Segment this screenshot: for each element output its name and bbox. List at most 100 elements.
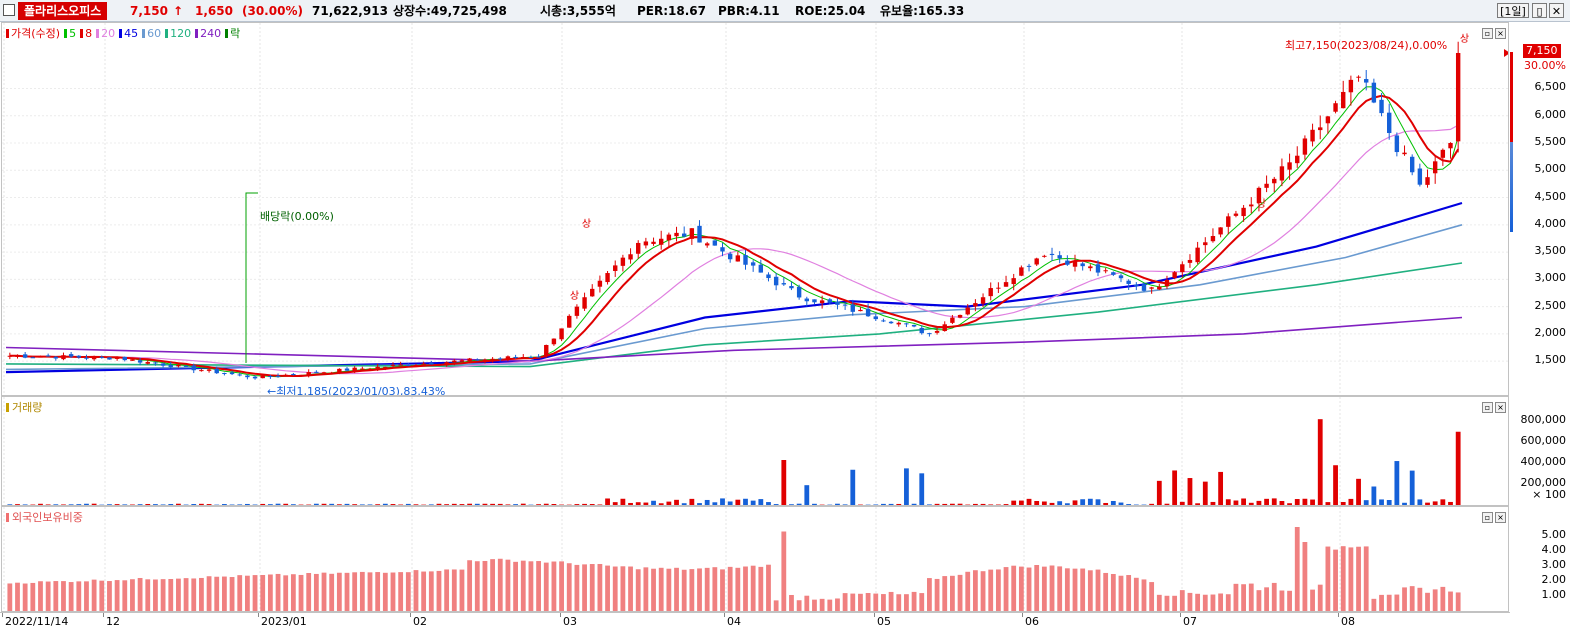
- candle-body: [843, 305, 847, 306]
- candle-body: [904, 323, 908, 324]
- candle-body: [1310, 130, 1314, 142]
- foreign-ratio-bar: [965, 572, 970, 611]
- volume-bar: [38, 504, 43, 505]
- restore-button[interactable]: ▯: [1532, 3, 1547, 18]
- candle-body: [268, 376, 272, 377]
- candle-body: [299, 375, 303, 376]
- legend-item[interactable]: 5: [64, 27, 76, 40]
- foreign-ratio-bar: [168, 579, 173, 611]
- volume-bar: [812, 504, 817, 505]
- foreign-ratio-bar: [1341, 546, 1346, 611]
- foreign-ratio-bar: [873, 594, 878, 611]
- close-button[interactable]: ✕: [1549, 3, 1564, 18]
- legend-item[interactable]: 60: [142, 27, 161, 40]
- volume-bar: [689, 499, 694, 505]
- candle-body: [636, 243, 640, 254]
- foreign-ratio-bar: [1172, 596, 1177, 611]
- maximize-icon[interactable]: ▫: [1482, 402, 1493, 413]
- foreign-ratio-bar: [46, 582, 51, 611]
- foreign-ratio-bar: [1034, 565, 1039, 611]
- candle-body: [1172, 272, 1176, 278]
- candle-body: [774, 277, 778, 286]
- volume-bar: [958, 504, 963, 505]
- volume-bar: [467, 504, 472, 505]
- foreign-ratio-bar: [651, 569, 656, 611]
- foreign-ratio-bar: [981, 571, 986, 611]
- volume-bar: [682, 503, 687, 505]
- foreign-ratio-bar: [912, 592, 917, 611]
- price-axis-tick: 5,000: [1535, 162, 1567, 175]
- volume-bar: [429, 504, 434, 505]
- candle-body: [789, 286, 793, 288]
- volume-bar: [352, 504, 357, 505]
- volume-bar: [1149, 504, 1154, 505]
- foreign-ratio-bar: [643, 567, 648, 611]
- foreign-ratio-bar: [368, 572, 373, 611]
- volume-bar: [69, 504, 74, 505]
- candle-body: [529, 357, 533, 358]
- stock-name[interactable]: 폴라리스오피스: [18, 2, 107, 20]
- volume-unit: × 100: [1532, 488, 1566, 501]
- candle-body: [199, 370, 203, 371]
- foreign-ratio-bar: [222, 577, 227, 611]
- candle-body: [1149, 287, 1153, 288]
- volume-bar: [766, 502, 771, 505]
- volume-bar: [1402, 503, 1407, 505]
- legend-item[interactable]: 120: [165, 27, 191, 40]
- price-axis-tick: 2,000: [1535, 326, 1567, 339]
- legend-item[interactable]: 240: [195, 27, 221, 40]
- volume-bar: [360, 504, 365, 505]
- close-panel-icon[interactable]: ×: [1495, 512, 1506, 523]
- candle-body: [123, 357, 127, 360]
- volume-bar: [521, 504, 526, 505]
- volume-bar: [1211, 502, 1216, 505]
- volume-bar: [1011, 501, 1016, 505]
- volume-bar: [575, 504, 580, 505]
- maximize-icon[interactable]: ▫: [1482, 512, 1493, 523]
- foreign-ratio-bar: [1356, 547, 1361, 611]
- foreign-ratio-bar: [253, 575, 258, 611]
- volume-bar: [1387, 500, 1392, 505]
- volume-bar: [1264, 499, 1269, 505]
- volume-bar: [168, 504, 173, 505]
- candle-body: [314, 372, 318, 373]
- candle-body: [322, 372, 326, 373]
- volume-bar: [1341, 502, 1346, 505]
- foreign-ratio-bar: [1333, 550, 1338, 611]
- date-axis-tick: [103, 613, 104, 617]
- volume-bar: [314, 504, 319, 505]
- volume-bar: [728, 501, 733, 505]
- limit-up-mark: 상: [565, 290, 580, 300]
- maximize-icon[interactable]: ▫: [1482, 28, 1493, 39]
- candle-body: [575, 307, 579, 316]
- legend-item[interactable]: 가격(수정): [6, 27, 60, 40]
- close-panel-icon[interactable]: ×: [1495, 28, 1506, 39]
- legend-item[interactable]: 45: [119, 27, 138, 40]
- foreign-ratio-bar: [230, 577, 235, 611]
- volume-panel[interactable]: 거래량 ▫×: [1, 396, 1509, 506]
- candle-body: [1456, 53, 1460, 141]
- foreign-ratio-bar: [1310, 590, 1315, 611]
- candle-body: [536, 357, 540, 358]
- foreign-ratio-panel[interactable]: 외국인보유비중 ▫×: [1, 506, 1509, 612]
- legend-item[interactable]: 20: [96, 27, 115, 40]
- legend-item[interactable]: 8: [80, 27, 92, 40]
- foreign-ratio-bar: [689, 569, 694, 611]
- candle-body: [69, 354, 73, 356]
- foreign-ratio-bar: [1011, 566, 1016, 611]
- candle-body: [421, 364, 425, 365]
- select-checkbox[interactable]: [3, 4, 15, 16]
- volume-chart-svg: [2, 397, 1509, 506]
- legend-item[interactable]: 락: [225, 27, 240, 40]
- foreign-ratio-bar: [207, 576, 212, 611]
- volume-bar: [122, 504, 127, 505]
- candle-body: [1050, 254, 1054, 255]
- foreign-ratio-bar: [92, 580, 97, 611]
- volume-bar: [797, 504, 802, 505]
- candle-body: [1195, 248, 1199, 263]
- candle-body: [215, 369, 219, 373]
- period-button[interactable]: [1일]: [1497, 3, 1529, 18]
- volume-bar: [628, 503, 633, 505]
- close-panel-icon[interactable]: ×: [1495, 402, 1506, 413]
